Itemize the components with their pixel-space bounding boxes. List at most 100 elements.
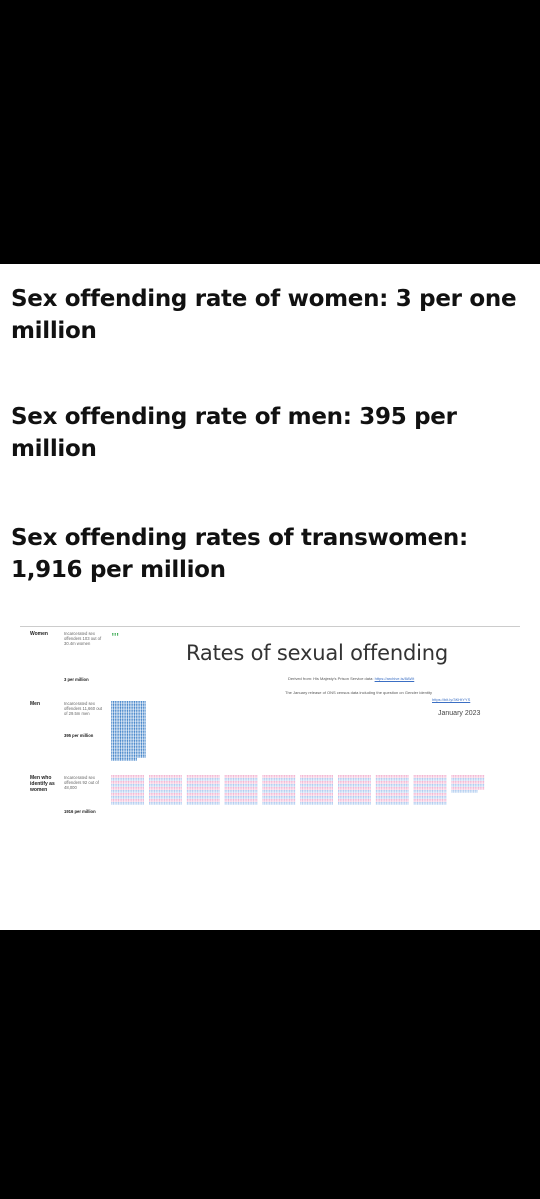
pictogram-figure-transwomen [234,784,236,787]
pictogram-figure-transwomen [191,793,193,796]
pictogram-figure-transwomen [349,781,351,784]
pictogram-figure-transwomen [293,775,296,778]
pictogram-figure-men [111,725,113,728]
pictogram-figure-transwomen [246,802,248,805]
pictogram-figure-men [140,740,143,743]
pictogram-figure-transwomen [461,784,463,787]
pictogram-figure-men [128,728,130,731]
pictogram-figure-transwomen [364,775,366,778]
pictogram-figure-transwomen [331,775,333,778]
pictogram-figure-transwomen [367,799,370,802]
pictogram-figure-transwomen [216,799,218,802]
pictogram-figure-transwomen [380,793,382,796]
pictogram-figure-transwomen [435,781,437,784]
pictogram-figure-men [125,737,127,740]
pictogram-figure-transwomen [141,775,143,778]
pictogram-figure-transwomen [308,802,310,805]
pictogram-figure-transwomen [364,781,366,784]
pictogram-figure-transwomen [158,775,161,778]
pictogram-figure-transwomen [375,799,377,802]
pictogram-figure-transwomen [420,781,422,784]
pictogram-figure-transwomen [153,787,156,790]
pictogram-figure-transwomen [284,784,286,787]
pictogram-figure-transwomen [149,781,151,784]
pictogram-figure-transwomen [433,778,435,781]
pictogram-figure-transwomen [359,796,361,799]
pictogram-figure-transwomen [172,796,174,799]
pictogram-figure-men [126,752,129,755]
pictogram-figure-transwomen [216,793,218,796]
pictogram-figure-transwomen [124,784,126,787]
source-link[interactable]: https://archive.is/8AWt [374,676,415,681]
pictogram-figure-transwomen [315,787,317,790]
pictogram-figure-men [121,734,123,737]
pictogram-figure-transwomen [357,784,360,787]
pictogram-figure-men [128,758,130,761]
pictogram-figure-transwomen [341,793,343,796]
pictogram-figure-transwomen [198,778,200,781]
pictogram-figure-transwomen [132,787,135,790]
pictogram-figure-transwomen [216,787,218,790]
pictogram-figure-men [133,713,136,716]
pictogram-figure-transwomen [326,778,328,781]
pictogram-figure-transwomen [170,799,172,802]
pictogram-figure-transwomen [208,784,210,787]
pictogram-figure-transwomen [215,802,217,805]
pictogram-figure-transwomen [379,784,381,787]
pictogram-figure-transwomen [160,784,162,787]
pictogram-figure-transwomen [124,775,126,778]
pictogram-figure-transwomen [351,793,353,796]
pictogram-figure-transwomen [226,784,228,787]
pictogram-figure-men [128,704,130,707]
pictogram-figure-transwomen [196,787,198,790]
pictogram-figure-transwomen [402,778,404,781]
pictogram-figure-men [116,758,118,761]
pictogram-figure-transwomen [213,787,215,790]
pictogram-figure-transwomen [127,793,130,796]
pictogram-figure-men [118,749,120,752]
pictogram-figure-transwomen [272,799,274,802]
pictogram-figure-transwomen [131,775,133,778]
pictogram-figure-transwomen [267,796,269,799]
pictogram-figure-transwomen [168,790,171,793]
pictogram-figure-transwomen [369,778,371,781]
pictogram-figure-men [135,752,137,755]
pictogram-figure-transwomen [290,802,292,805]
pictogram-figure-men [111,752,113,755]
pictogram-figure-transwomen [121,802,123,805]
pictogram-figure-transwomen [249,784,251,787]
pictogram-figure-transwomen [435,790,437,793]
pictogram-figure-transwomen [313,796,315,799]
pictogram-figure-transwomen [124,790,126,793]
pictogram-figure-transwomen [262,802,264,805]
pictogram-figure-transwomen [413,790,415,793]
pictogram-figure-transwomen [325,799,327,802]
pictogram-figure-transwomen [239,802,241,805]
pictogram-figure-transwomen [292,775,294,778]
pictogram-figure-transwomen [256,775,258,778]
pictogram-figure-transwomen [352,802,355,805]
pictogram-figure-transwomen [413,781,415,784]
pictogram-figure-men [125,713,127,716]
pictogram-figure-transwomen [458,778,460,781]
pictogram-figure-transwomen [301,799,304,802]
pictogram-figure-men [128,755,130,758]
pictogram-figure-transwomen [162,802,164,805]
pictogram-figure-transwomen [142,796,144,799]
pictogram-figure-transwomen [117,802,120,805]
pictogram-figure-transwomen [188,781,190,784]
pictogram-figure-transwomen [175,790,177,793]
pictogram-figure-men [133,743,136,746]
pictogram-figure-men [130,755,132,758]
census-link[interactable]: https://bit.ly/3KHtYYS [432,697,471,702]
pictogram-figure-transwomen [426,790,429,793]
pictogram-figure-transwomen [172,793,174,796]
pictogram-figure-transwomen [466,784,468,787]
pictogram-figure-transwomen [287,799,289,802]
pictogram-figure-transwomen [177,781,179,784]
pictogram-figure-transwomen [359,775,361,778]
pictogram-figure-transwomen [155,802,157,805]
pictogram-figure-transwomen [232,802,235,805]
pictogram-figure-transwomen [379,802,381,805]
pictogram-figure-men [121,716,123,719]
